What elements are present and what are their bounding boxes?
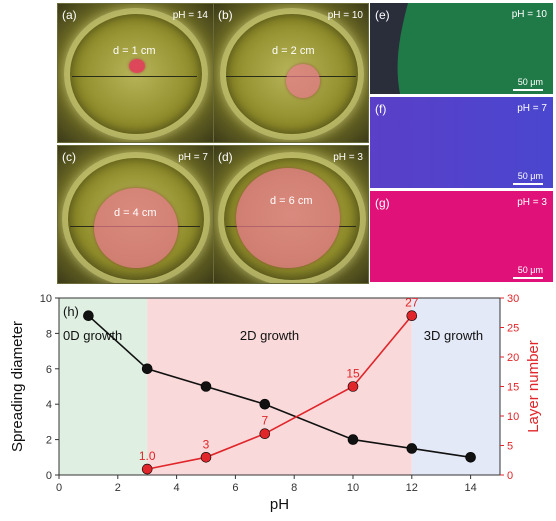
spreading-spot [236, 168, 340, 268]
scale-bar [513, 89, 543, 91]
data-point [141, 363, 153, 375]
y-right-tick-label: 30 [507, 293, 519, 305]
x-tick-label: 6 [232, 482, 238, 494]
ruler-line [72, 76, 197, 77]
data-point [259, 428, 271, 439]
petri-dish-rim [62, 152, 210, 283]
data-label: 1.0 [139, 449, 156, 463]
x-tick-label: 12 [406, 482, 418, 494]
data-label: 15 [346, 367, 360, 381]
diameter-label: d = 2 cm [272, 45, 315, 57]
diameter-label: d = 6 cm [270, 195, 313, 207]
region-label-2d: 2D growth [240, 328, 299, 343]
ph-label: pH = 3 [333, 152, 363, 163]
growth-region [411, 298, 500, 475]
panel-label: (h) [63, 304, 79, 319]
panel-label: (a) [62, 8, 77, 22]
micrograph-panel-f: (f) pH = 7 50 μm [370, 97, 553, 188]
scale-bar-label: 50 μm [517, 77, 543, 87]
panel-label: (e) [375, 8, 390, 22]
y-right-tick-label: 0 [507, 470, 513, 482]
y-left-tick-label: 6 [46, 364, 52, 376]
diameter-label: d = 1 cm [113, 45, 156, 57]
panel-label: (g) [375, 196, 390, 210]
growth-region [59, 298, 148, 475]
x-tick-label: 4 [174, 482, 180, 494]
y-left-tick-label: 4 [46, 399, 52, 411]
photo-panel-c: (c) pH = 7 d = 4 cm [57, 145, 214, 284]
data-point [347, 381, 359, 392]
region-label-0d: 0D growth [63, 328, 122, 343]
data-point [141, 463, 153, 475]
y-right-tick-label: 5 [507, 441, 513, 453]
growth-chart: 0D growth 2D growth 3D growth (h) 0 2 4 6 8 10 12 1… [9, 293, 542, 513]
panel-label: (b) [218, 8, 233, 22]
y-left-tick-label: 10 [40, 293, 52, 305]
scale-bar [513, 183, 543, 185]
y-left-tick-label: 2 [46, 435, 52, 447]
spreading-spot [94, 188, 178, 268]
scale-bar [513, 277, 543, 279]
x-tick-label: 2 [115, 482, 121, 494]
ph-label: pH = 7 [178, 152, 208, 163]
y-left-axis-label: Spreading diameter [9, 321, 26, 452]
panel-label: (f) [375, 102, 387, 116]
scale-bar-label: 50 μm [517, 171, 543, 181]
scale-bar-label: 50 μm [517, 265, 543, 275]
data-point [259, 398, 271, 410]
ph-label: pH = 3 [517, 197, 547, 208]
growth-region [147, 298, 412, 475]
data-label: 3 [203, 437, 210, 451]
y-right-tick-label: 15 [507, 382, 519, 394]
y-right-axis-label: Layer number [525, 340, 542, 433]
panel-label: (c) [62, 150, 76, 164]
micrograph-panel-g: (g) pH = 3 50 μm [370, 191, 553, 282]
data-point [406, 310, 418, 322]
petri-dish-rim [218, 152, 366, 283]
data-point [406, 443, 418, 454]
y-left-tick-label: 0 [46, 470, 52, 482]
diameter-label: d = 4 cm [114, 207, 157, 219]
photo-panel-d: (d) pH = 3 d = 6 cm [213, 145, 369, 284]
petri-dish-rim [220, 8, 364, 140]
data-point [465, 452, 476, 463]
x-tick-label: 14 [464, 482, 476, 494]
y-left-tick-label: 8 [46, 328, 52, 340]
micrograph-panel-e: (e) pH = 10 50 μm [370, 3, 553, 94]
spreading-spot [286, 64, 320, 98]
ph-label: pH = 14 [172, 10, 208, 21]
data-point [200, 452, 212, 463]
data-label: 7 [261, 414, 268, 428]
photo-panel-b: (b) pH = 10 d = 2 cm [213, 3, 369, 143]
ph-label: pH = 10 [327, 10, 363, 21]
data-label: 27 [405, 296, 419, 310]
x-tick-label: 8 [291, 482, 297, 494]
substrate-edge [370, 3, 408, 94]
panel-label: (d) [218, 150, 233, 164]
x-tick-label: 10 [347, 482, 359, 494]
data-point [200, 381, 212, 392]
petri-dish-rim [64, 8, 208, 140]
y-right-tick-label: 20 [507, 352, 519, 364]
data-point [347, 434, 359, 445]
y-right-tick-label: 10 [507, 411, 519, 423]
x-tick-label: 0 [56, 482, 62, 494]
photo-panel-a: (a) pH = 14 d = 1 cm [57, 3, 214, 143]
data-point [83, 310, 94, 322]
ph-label: pH = 7 [517, 103, 547, 114]
y-right-tick-label: 25 [507, 323, 519, 335]
ph-label: pH = 10 [511, 9, 547, 20]
spreading-spot [129, 59, 145, 73]
region-label-3d: 3D growth [424, 328, 483, 343]
x-axis-label: pH [270, 496, 289, 513]
